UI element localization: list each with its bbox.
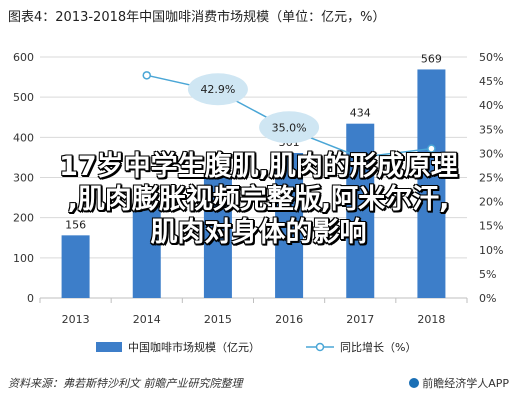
- y-right-tick-label: 40%: [479, 99, 503, 112]
- growth-label-bubble: [187, 73, 248, 106]
- y-left-tick-label: 200: [13, 212, 34, 225]
- y-right-tick-label: 5%: [479, 268, 496, 281]
- chart-title: 图表4：2013-2018年中国咖啡消费市场规模（单位：亿元，%）: [8, 10, 386, 25]
- brand-mark: 前瞻经济学人APP: [409, 375, 509, 391]
- source-note: 资料来源：弗若斯特沙利文 前瞻产业研究院整理: [8, 377, 243, 390]
- y-right-tick-label: 20%: [479, 196, 503, 209]
- y-right-tick-label: 50%: [479, 51, 503, 64]
- bar: [132, 206, 161, 298]
- x-tick-label: 2017: [346, 313, 374, 326]
- bar-value-label: 156: [65, 218, 86, 231]
- y-left-tick-label: 600: [13, 51, 34, 64]
- y-right-tick-label: 30%: [479, 147, 503, 160]
- y-right-tick-label: 45%: [479, 75, 503, 88]
- growth-label-bubble: [259, 111, 320, 144]
- x-tick-label: 2014: [133, 313, 161, 326]
- legend-swatch-point: [315, 342, 325, 352]
- y-right-tick-label: 35%: [479, 123, 503, 136]
- growth-point: [142, 71, 151, 80]
- growth-data-label: 42.9%: [200, 83, 235, 96]
- bar-value-label: 569: [421, 52, 442, 65]
- bar: [417, 69, 446, 299]
- bar: [275, 152, 304, 298]
- brand-name: 前瞻经济学人APP: [422, 377, 509, 390]
- y-right-tick-label: 25%: [479, 172, 503, 185]
- legend-swatch-bar: [96, 342, 122, 352]
- y-left-tick-label: 300: [13, 172, 34, 185]
- growth-data-label: 35.0%: [272, 121, 307, 134]
- bar-value-label: 434: [350, 107, 371, 120]
- growth-point: [427, 144, 436, 153]
- bar: [346, 123, 375, 298]
- bar-value-label: 228: [136, 189, 157, 202]
- x-tick-label: 2016: [275, 313, 303, 326]
- brand-logo-icon: [409, 378, 420, 388]
- y-left-tick-label: 400: [13, 131, 34, 144]
- chart-canvas: 0 100 200 300 400 500 600 0% 5% 10% 15% 20% 25% 30% 35…: [13, 51, 503, 354]
- y-right-tick-label: 10%: [479, 244, 503, 257]
- y-left-tick-label: 100: [13, 252, 34, 265]
- footer: 资料来源：弗若斯特沙利文 前瞻产业研究院整理 前瞻经济学人APP: [0, 370, 517, 401]
- y-right-tick-label: 15%: [479, 220, 503, 233]
- bar: [203, 175, 232, 298]
- y-left-tick-label: 0: [27, 292, 34, 305]
- growth-point: [356, 153, 365, 162]
- y-left-tick-label: 500: [13, 91, 34, 104]
- y-right-tick-label: 0%: [479, 292, 496, 305]
- x-tick-label: 2013: [62, 313, 90, 326]
- x-tick-label: 2018: [417, 313, 445, 326]
- bar: [61, 235, 90, 298]
- x-tick-label: 2015: [204, 313, 232, 326]
- legend-label-growth: 同比增长（%）: [340, 340, 416, 354]
- legend-label-market-size: 中国咖啡市场规模（亿元）: [128, 340, 260, 354]
- bar-value-label: 304: [207, 159, 228, 172]
